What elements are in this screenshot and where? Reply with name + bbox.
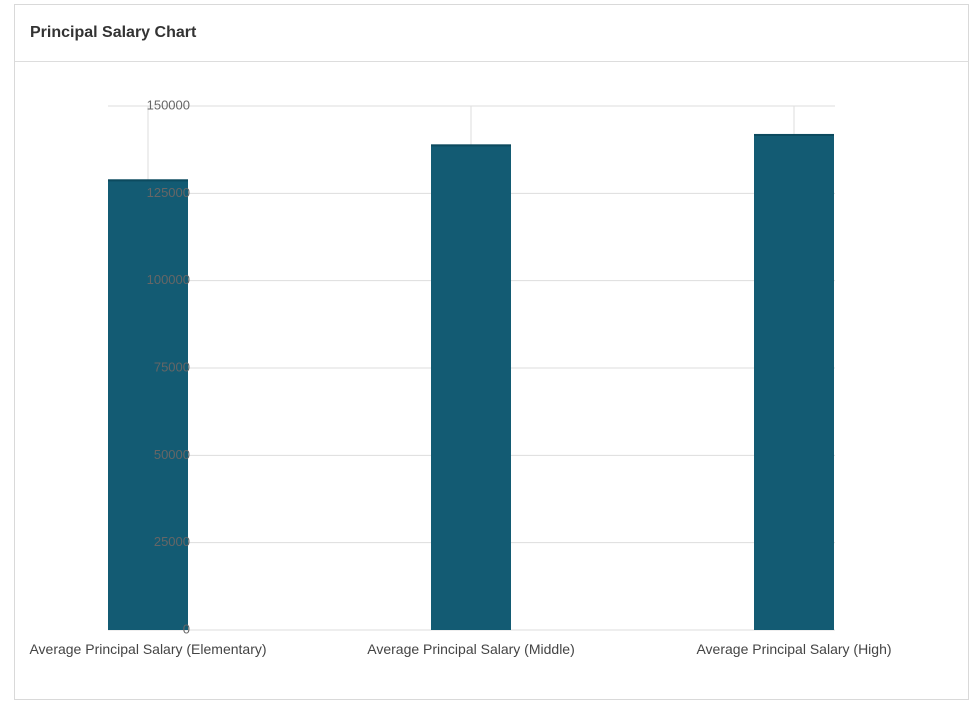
y-tick-label: 75000 <box>154 359 190 374</box>
y-tick-label: 150000 <box>147 97 190 112</box>
y-tick-label: 50000 <box>154 447 190 462</box>
panel-header: Principal Salary Chart <box>15 5 968 62</box>
bar <box>431 144 511 630</box>
y-tick-label: 0 <box>183 621 190 636</box>
y-tick-label: 100000 <box>147 272 190 287</box>
x-category-label: Average Principal Salary (Elementary) <box>29 641 266 657</box>
bar <box>754 133 834 631</box>
x-category-label: Average Principal Salary (Middle) <box>367 641 575 657</box>
y-tick-label: 125000 <box>147 185 190 200</box>
bar <box>108 179 188 631</box>
x-category-label: Average Principal Salary (High) <box>696 641 891 657</box>
panel-title: Principal Salary Chart <box>30 24 197 41</box>
y-tick-label: 25000 <box>154 534 190 549</box>
